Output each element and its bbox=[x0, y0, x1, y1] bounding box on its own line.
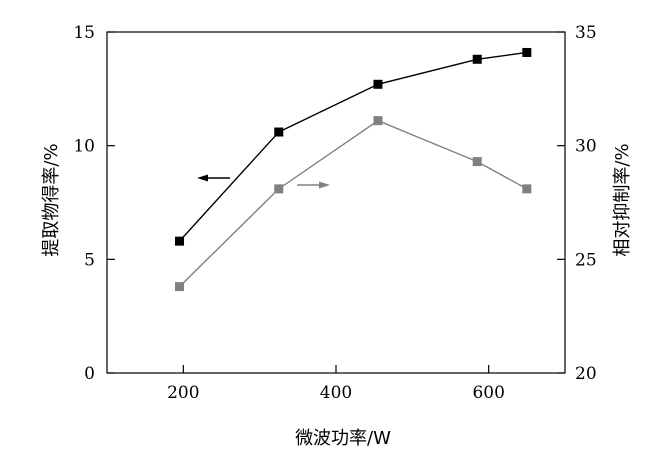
series-0-point-1 bbox=[274, 127, 284, 137]
y-left-tick-label-10: 10 bbox=[73, 137, 95, 157]
x-tick-label-200: 200 bbox=[167, 383, 199, 403]
arrow-left-series-0-head bbox=[197, 174, 208, 182]
y-left-tick-label-0: 0 bbox=[84, 364, 95, 384]
series-1-point-0 bbox=[175, 282, 185, 292]
series-1-point-1 bbox=[274, 184, 284, 194]
series-0-line bbox=[178, 51, 527, 242]
series-layer bbox=[175, 47, 532, 292]
series-0-point-0 bbox=[175, 236, 185, 246]
y-right-tick-label-35: 35 bbox=[575, 23, 597, 43]
y-left-tick-label-5: 5 bbox=[84, 250, 95, 270]
arrow-right-series-1-head bbox=[319, 181, 330, 189]
y-right-tick-label-20: 20 bbox=[575, 364, 597, 384]
series-0-point-3 bbox=[472, 54, 482, 64]
tick-marks bbox=[107, 31, 565, 374]
plot-frame bbox=[106, 31, 566, 374]
x-tick-label-400: 400 bbox=[320, 383, 352, 403]
y-axis-right-label: 相对抑制率/% bbox=[612, 143, 633, 256]
series-1-point-4 bbox=[522, 184, 532, 194]
series-0-point-4 bbox=[522, 47, 532, 57]
arrow-left-series-0 bbox=[197, 174, 230, 182]
y-axis-left-label: 提取物得率/% bbox=[41, 143, 62, 256]
axes bbox=[106, 31, 566, 374]
arrow-right-series-1 bbox=[297, 181, 330, 189]
y-right-tick-label-25: 25 bbox=[575, 250, 597, 270]
annotations bbox=[197, 174, 330, 189]
series-1-point-2 bbox=[373, 116, 383, 126]
series-1-line bbox=[179, 119, 528, 288]
x-axis-label: 微波功率/W bbox=[295, 428, 391, 449]
x-tick-label-600: 600 bbox=[472, 383, 504, 403]
y-right-tick-label-30: 30 bbox=[575, 137, 597, 157]
tick-labels: 200 400 600 0 5 10 15 20 25 30 35 bbox=[73, 23, 596, 403]
series-1-point-3 bbox=[472, 157, 482, 167]
y-left-tick-label-15: 15 bbox=[73, 23, 95, 43]
series-0-point-2 bbox=[373, 79, 383, 89]
